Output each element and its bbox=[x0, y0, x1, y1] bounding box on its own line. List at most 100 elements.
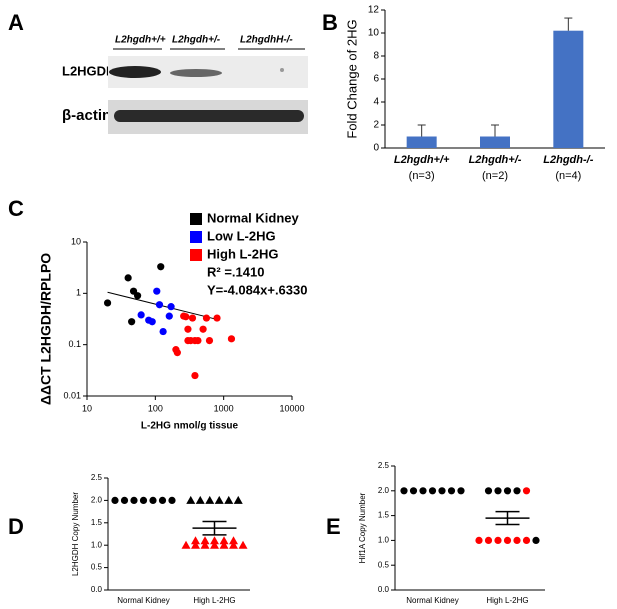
x-tick-label: Normal Kidney bbox=[117, 596, 169, 605]
dot-point bbox=[186, 495, 196, 504]
dot-point bbox=[229, 540, 238, 549]
scatter-point bbox=[173, 349, 181, 357]
x-tick-label: High L-2HG bbox=[193, 596, 235, 605]
dot-point bbox=[120, 496, 129, 504]
y-tick-label: 12 bbox=[368, 5, 380, 16]
dot-point bbox=[419, 487, 427, 495]
dot-point bbox=[494, 536, 502, 545]
scatter-point bbox=[167, 303, 175, 311]
legend-swatch bbox=[190, 231, 202, 243]
scatter-point bbox=[184, 325, 192, 333]
dot-point bbox=[191, 540, 200, 549]
y-tick-label: 1.5 bbox=[378, 511, 390, 520]
scatter-point bbox=[227, 335, 236, 343]
x-tick-label: 10000 bbox=[279, 403, 304, 413]
dot-point bbox=[522, 536, 531, 545]
x-axis-label: L-2HG nmol/g tissue bbox=[141, 421, 239, 432]
y-tick-label: 0.0 bbox=[378, 585, 390, 594]
dot-point bbox=[210, 540, 219, 549]
scatter-point bbox=[180, 312, 188, 320]
scatter-point bbox=[199, 325, 207, 333]
dot-point bbox=[191, 536, 200, 545]
dot-point bbox=[238, 540, 248, 549]
dot-point bbox=[438, 487, 446, 495]
y-tick-label: 2.5 bbox=[378, 461, 390, 470]
scatter-point bbox=[103, 299, 112, 307]
y-tick-label: 6 bbox=[373, 74, 379, 85]
lane-label: L2hgdhH-/- bbox=[240, 35, 293, 46]
scatter-point bbox=[191, 371, 199, 380]
y-tick-label: 2.5 bbox=[91, 473, 103, 482]
dot-point bbox=[219, 540, 229, 549]
row-label: L2HGDH bbox=[62, 63, 115, 78]
x-tick-label: Normal Kidney bbox=[406, 596, 458, 605]
x-tick-label: 1000 bbox=[214, 403, 234, 413]
dot-point bbox=[214, 495, 224, 504]
annotation: R² =.1410 bbox=[207, 264, 264, 279]
dot-point bbox=[130, 496, 138, 504]
lane-label: L2hgdh+/+ bbox=[115, 35, 166, 46]
dot-point bbox=[428, 487, 437, 495]
dot-point bbox=[484, 487, 493, 495]
y-tick-label: 0.5 bbox=[91, 563, 103, 572]
x-tick-label: 10 bbox=[82, 403, 92, 413]
dot-point bbox=[168, 496, 176, 504]
x-tick-label: 100 bbox=[148, 403, 163, 413]
dot-point bbox=[409, 487, 418, 495]
y-tick-label: 0.1 bbox=[68, 339, 81, 349]
y-tick-label: 1.0 bbox=[91, 540, 103, 549]
bar bbox=[480, 136, 510, 148]
dot-point bbox=[139, 496, 148, 504]
y-tick-label: 2 bbox=[373, 120, 379, 131]
x-tick-label: High L-2HG bbox=[486, 596, 528, 605]
dot-point bbox=[224, 495, 234, 504]
dot-point bbox=[229, 536, 238, 545]
y-tick-label: 2.0 bbox=[91, 496, 103, 505]
dot-point bbox=[158, 496, 167, 504]
dot-point bbox=[200, 536, 210, 545]
scatter-point bbox=[188, 314, 197, 322]
scatter-point bbox=[133, 292, 142, 300]
scatter-point bbox=[148, 318, 156, 326]
dot-point bbox=[181, 540, 191, 549]
dot-point bbox=[195, 495, 205, 504]
y-tick-label: 0.5 bbox=[378, 560, 390, 569]
dot-point bbox=[513, 487, 521, 495]
dot-point bbox=[522, 487, 531, 495]
legend-label: High L-2HG bbox=[207, 246, 279, 261]
y-tick-label: 10 bbox=[71, 236, 81, 246]
panel-label: D bbox=[8, 514, 24, 539]
y-tick-label: 10 bbox=[368, 28, 380, 39]
dot-point bbox=[532, 536, 540, 545]
dot-point bbox=[513, 536, 521, 545]
y-axis-label: Hif1A Copy Number bbox=[358, 492, 367, 563]
scatter-point bbox=[165, 312, 173, 320]
x-tick-sublabel: (n=4) bbox=[555, 170, 581, 182]
y-tick-label: 8 bbox=[373, 51, 379, 62]
scatter-point bbox=[124, 274, 132, 282]
lane-label: L2hgdh+/- bbox=[172, 35, 221, 46]
dot-point bbox=[200, 540, 210, 549]
bar bbox=[553, 30, 584, 149]
dot-point bbox=[205, 495, 215, 504]
y-tick-label: 1.5 bbox=[91, 518, 103, 527]
legend-label: Low L-2HG bbox=[207, 228, 276, 243]
y-tick-label: 2.0 bbox=[378, 486, 390, 495]
y-axis-label: ΔΔCT L2HGDH/RPLPO bbox=[38, 253, 54, 405]
dot-point bbox=[219, 536, 229, 545]
dot-point bbox=[475, 536, 483, 545]
scatter-point bbox=[153, 287, 161, 295]
x-tick-label: L2hgdh+/+ bbox=[394, 154, 450, 166]
dot-point bbox=[503, 536, 512, 545]
scatter-point bbox=[137, 311, 145, 319]
dot-point bbox=[503, 487, 512, 495]
panel-label: B bbox=[322, 10, 338, 35]
dot-point bbox=[149, 496, 157, 504]
scatter-point bbox=[128, 318, 136, 326]
row-label: β-actin bbox=[62, 107, 111, 124]
western-blot: L2hgdh+/+ L2hgdh+/- L2hgdhH-/- L2HGDH β-… bbox=[62, 35, 308, 134]
y-tick-label: 1 bbox=[76, 288, 81, 298]
legend-label: Normal Kidney bbox=[207, 210, 300, 225]
y-tick-label: 0.01 bbox=[63, 390, 81, 400]
